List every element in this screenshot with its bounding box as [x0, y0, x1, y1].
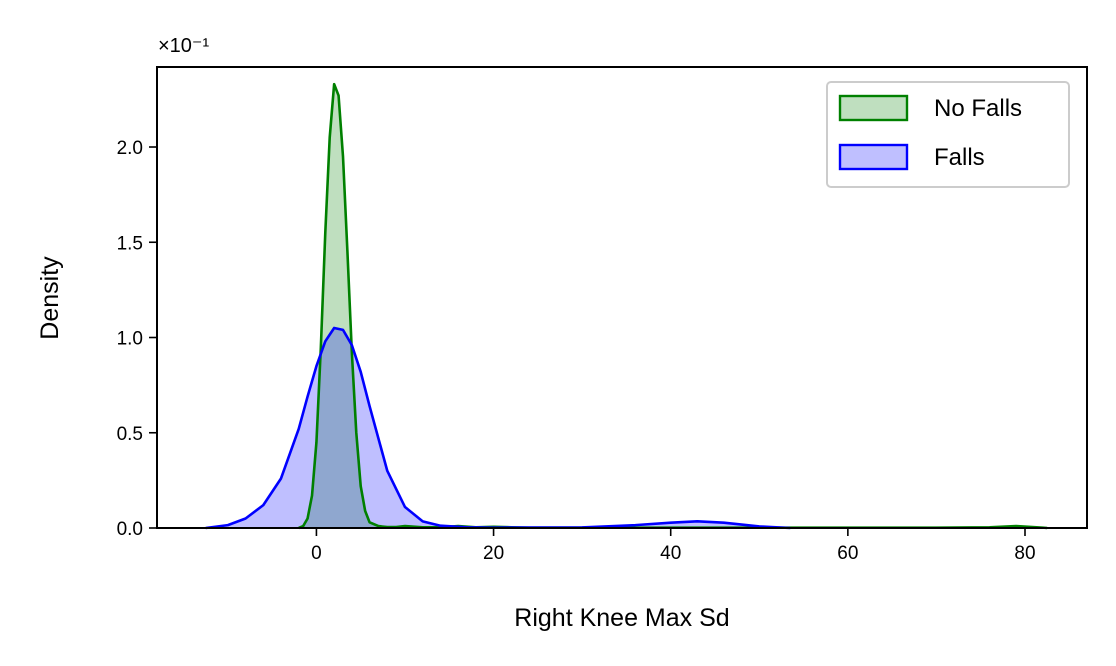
- legend: No Falls Falls: [826, 81, 1070, 188]
- legend-swatch: [838, 143, 909, 171]
- legend-swatch: [838, 94, 909, 122]
- x-axis: 0 20 40 60 80: [311, 528, 1036, 564]
- x-tick-label: 60: [837, 543, 858, 564]
- series-area-falls: [205, 327, 791, 528]
- x-tick-label: 20: [483, 543, 504, 564]
- plot-frame: [156, 66, 1088, 529]
- legend-label: No Falls: [934, 95, 1022, 122]
- x-tick-label: 0: [311, 543, 322, 564]
- legend-label: Falls: [934, 144, 985, 171]
- series-line-falls: [205, 326, 791, 530]
- y-tick-label: 1.5: [117, 233, 143, 254]
- y-tick-label: 2.0: [117, 138, 143, 159]
- y-tick-label: 0.5: [117, 424, 143, 445]
- y-axis-label: Density: [36, 256, 64, 340]
- x-tick-label: 80: [1014, 543, 1035, 564]
- y-multiplier-label: ×10⁻¹: [158, 35, 209, 57]
- y-tick-label: 1.0: [117, 329, 143, 350]
- y-axis: 0.0 0.5 1.0 1.5 2.0: [117, 138, 157, 540]
- legend-box: [826, 81, 1070, 188]
- x-tick-label: 40: [660, 543, 681, 564]
- y-tick-label: 0.0: [117, 519, 143, 540]
- x-axis-label: Right Knee Max Sd: [514, 604, 729, 632]
